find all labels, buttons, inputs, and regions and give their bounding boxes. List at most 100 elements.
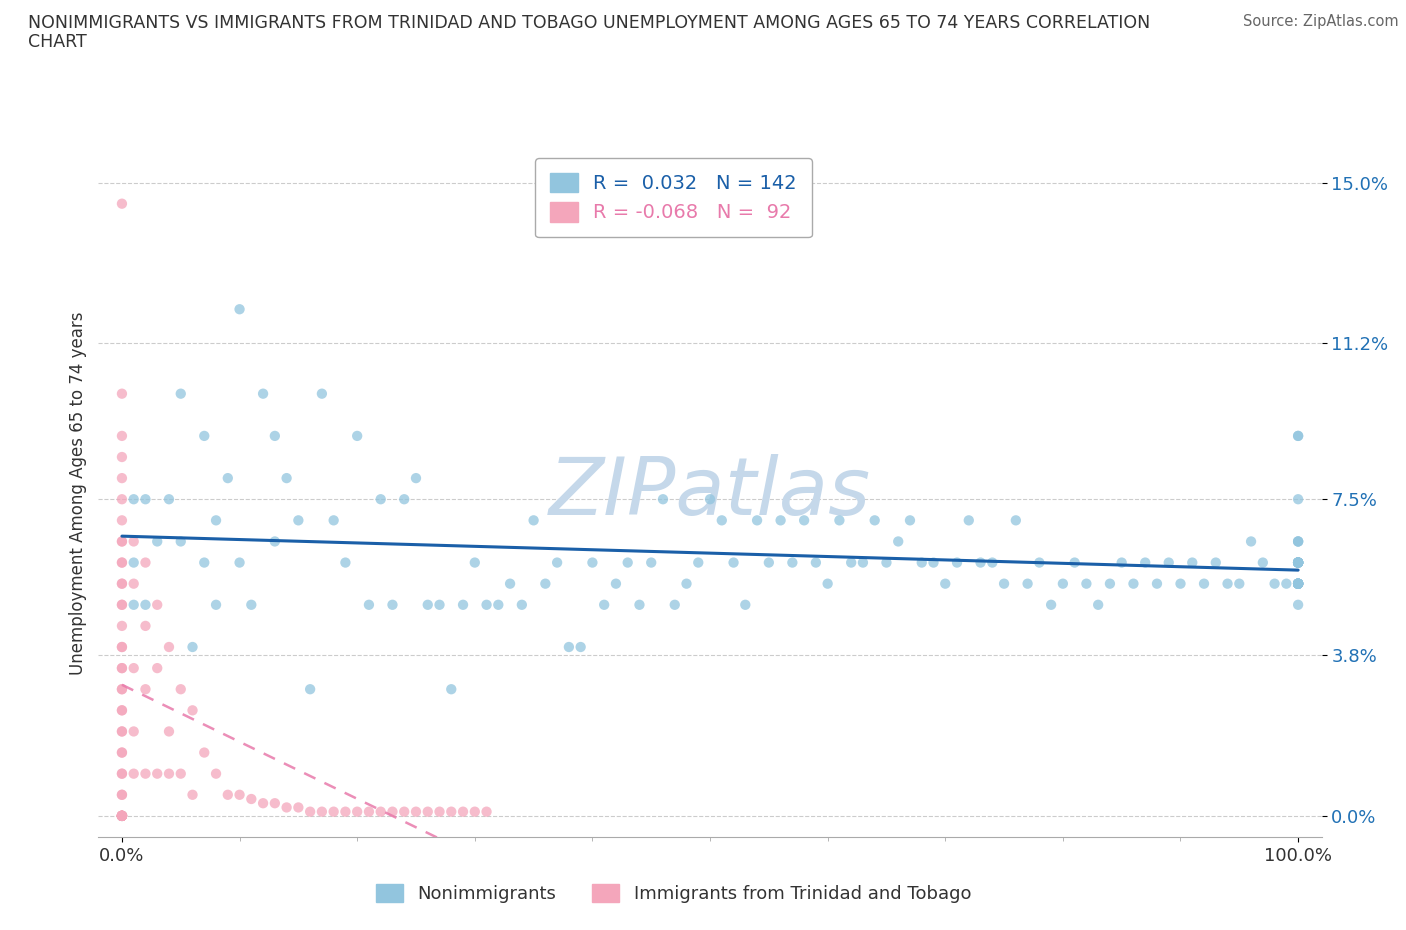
Point	[523, 513, 546, 528]
Point	[1286, 577, 1309, 591]
Point	[111, 808, 134, 823]
Point	[475, 597, 498, 612]
Point	[111, 808, 134, 823]
Point	[946, 555, 969, 570]
Point	[181, 640, 204, 655]
Point	[546, 555, 568, 570]
Point	[593, 597, 616, 612]
Point	[122, 577, 145, 591]
Point	[1135, 555, 1157, 570]
Text: Source: ZipAtlas.com: Source: ZipAtlas.com	[1243, 14, 1399, 29]
Point	[464, 804, 486, 819]
Point	[335, 555, 357, 570]
Point	[1286, 555, 1309, 570]
Point	[217, 788, 239, 803]
Point	[804, 555, 827, 570]
Point	[146, 534, 169, 549]
Point	[1170, 577, 1192, 591]
Point	[346, 429, 368, 444]
Point	[429, 597, 451, 612]
Point	[1286, 577, 1309, 591]
Point	[558, 640, 581, 655]
Point	[1286, 429, 1309, 444]
Point	[628, 597, 651, 612]
Point	[287, 513, 309, 528]
Point	[299, 682, 322, 697]
Point	[1286, 577, 1309, 591]
Point	[1286, 492, 1309, 507]
Point	[769, 513, 792, 528]
Point	[111, 660, 134, 675]
Point	[464, 555, 486, 570]
Point	[111, 808, 134, 823]
Point	[981, 555, 1004, 570]
Point	[111, 808, 134, 823]
Point	[392, 804, 415, 819]
Point	[111, 429, 134, 444]
Point	[157, 724, 180, 739]
Point	[111, 808, 134, 823]
Point	[111, 555, 134, 570]
Point	[1286, 429, 1309, 444]
Point	[499, 577, 522, 591]
Point	[134, 618, 156, 633]
Point	[723, 555, 745, 570]
Point	[111, 597, 134, 612]
Point	[1286, 555, 1309, 570]
Point	[276, 471, 298, 485]
Point	[111, 471, 134, 485]
Point	[146, 660, 169, 675]
Point	[1286, 555, 1309, 570]
Point	[1264, 577, 1286, 591]
Point	[475, 804, 498, 819]
Point	[111, 534, 134, 549]
Point	[181, 788, 204, 803]
Point	[1286, 555, 1309, 570]
Point	[675, 577, 697, 591]
Point	[181, 703, 204, 718]
Point	[193, 429, 215, 444]
Point	[240, 597, 263, 612]
Point	[969, 555, 991, 570]
Point	[1192, 577, 1215, 591]
Point	[392, 492, 415, 507]
Point	[111, 703, 134, 718]
Point	[111, 788, 134, 803]
Point	[745, 513, 768, 528]
Point	[170, 386, 193, 401]
Point	[793, 513, 815, 528]
Point	[111, 808, 134, 823]
Point	[405, 804, 427, 819]
Point	[240, 791, 263, 806]
Point	[134, 682, 156, 697]
Point	[111, 640, 134, 655]
Point	[346, 804, 368, 819]
Text: ZIPatlas: ZIPatlas	[548, 454, 872, 532]
Point	[205, 597, 228, 612]
Point	[1004, 513, 1026, 528]
Point	[217, 471, 239, 485]
Point	[1286, 577, 1309, 591]
Point	[440, 804, 463, 819]
Point	[193, 745, 215, 760]
Point	[734, 597, 756, 612]
Point	[652, 492, 675, 507]
Point	[534, 577, 557, 591]
Point	[1286, 577, 1309, 591]
Point	[1286, 534, 1309, 549]
Point	[111, 577, 134, 591]
Point	[381, 804, 404, 819]
Point	[111, 597, 134, 612]
Point	[381, 597, 404, 612]
Point	[688, 555, 710, 570]
Point	[1286, 555, 1309, 570]
Point	[111, 640, 134, 655]
Point	[1227, 577, 1250, 591]
Point	[1052, 577, 1074, 591]
Point	[170, 534, 193, 549]
Point	[111, 682, 134, 697]
Point	[263, 534, 285, 549]
Point	[875, 555, 897, 570]
Point	[1098, 577, 1121, 591]
Point	[1286, 577, 1309, 591]
